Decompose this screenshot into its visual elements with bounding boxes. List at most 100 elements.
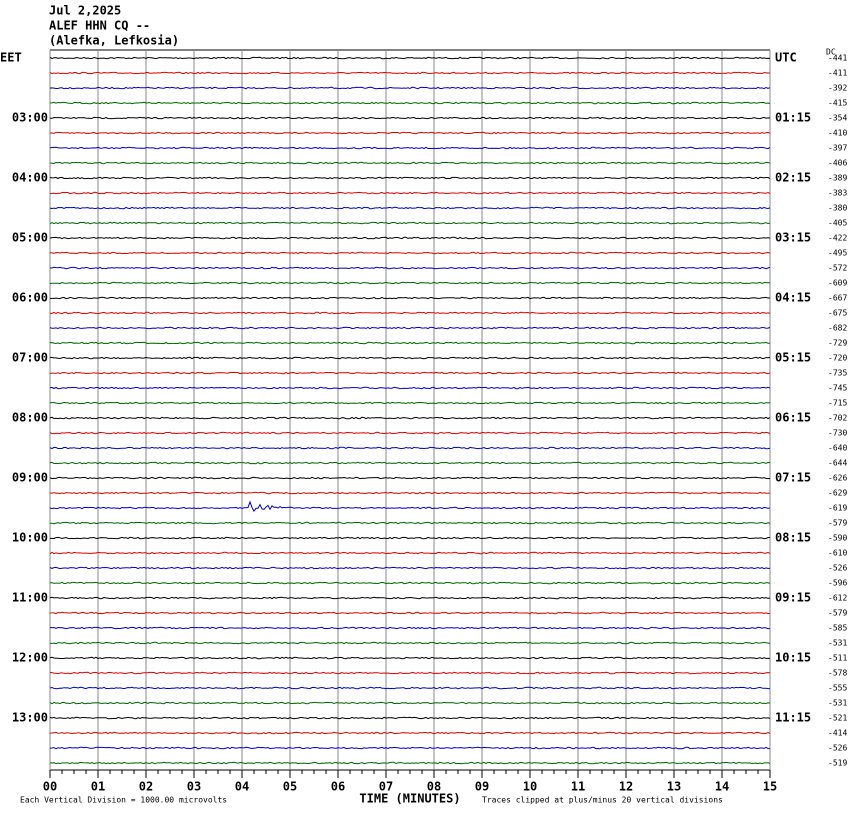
trace: [49, 146, 771, 150]
dc-value: -585: [828, 624, 847, 633]
dc-value: -383: [828, 189, 847, 198]
right-time-label: 11:15: [775, 711, 811, 725]
x-tick-label: 04: [235, 780, 249, 794]
dc-value: -380: [828, 204, 847, 213]
dc-value: -511: [828, 654, 847, 663]
right-time-label: UTC: [775, 51, 797, 65]
dc-value: -519: [828, 759, 847, 768]
trace: [49, 671, 771, 675]
trace: [49, 596, 771, 600]
x-tick-label: 05: [283, 780, 297, 794]
trace: [49, 251, 771, 255]
dc-value: -579: [828, 609, 847, 618]
x-tick-label: 09: [475, 780, 489, 794]
left-time-label: 11:00: [12, 591, 48, 605]
right-time-label: 08:15: [775, 531, 811, 545]
trace: [49, 176, 771, 180]
header-line: ALEF HHN CQ --: [49, 19, 150, 33]
dc-value: -626: [828, 474, 847, 483]
x-axis-title: TIME (MINUTES): [359, 792, 460, 806]
trace: [49, 551, 771, 555]
dc-value: -531: [828, 699, 847, 708]
x-tick-label: 00: [43, 780, 57, 794]
left-time-label: 03:00: [12, 111, 48, 125]
dc-value: -414: [828, 729, 847, 738]
x-tick-label: 13: [667, 780, 681, 794]
dc-value: -730: [828, 429, 847, 438]
trace: [49, 686, 770, 690]
trace: [49, 281, 770, 285]
dc-value: -526: [828, 564, 847, 573]
trace: [49, 500, 771, 513]
trace: [49, 476, 771, 480]
trace: [49, 731, 771, 735]
trace: [49, 446, 771, 450]
trace: [49, 56, 771, 60]
dc-value: -702: [828, 414, 847, 423]
left-time-label: EET: [0, 51, 22, 65]
dc-value: -392: [828, 84, 847, 93]
dc-value: -720: [828, 354, 847, 363]
right-time-label: 07:15: [775, 471, 811, 485]
left-time-label: 13:00: [12, 711, 48, 725]
dc-value: -526: [828, 744, 847, 753]
trace: [49, 431, 771, 435]
dc-value: -441: [828, 54, 847, 63]
footer-left: Each Vertical Division = 1000.00 microvo…: [20, 796, 227, 805]
dc-value: -619: [828, 504, 847, 513]
trace: [49, 641, 771, 645]
trace: [49, 371, 771, 375]
trace: [49, 341, 771, 345]
right-time-label: 10:15: [775, 651, 811, 665]
x-tick-label: 06: [331, 780, 345, 794]
dc-value: -735: [828, 369, 847, 378]
dc-value: -410: [828, 129, 847, 138]
trace: [49, 416, 771, 420]
trace: [49, 746, 771, 750]
right-time-label: 02:15: [775, 171, 811, 185]
trace: [50, 536, 771, 540]
dc-value: -406: [828, 159, 847, 168]
trace: [49, 71, 771, 75]
trace: [49, 296, 770, 300]
trace: [49, 86, 771, 90]
right-time-label: 03:15: [775, 231, 811, 245]
grid: [49, 49, 771, 778]
dc-value: -354: [828, 114, 847, 123]
dc-value: -579: [828, 519, 847, 528]
trace: [49, 566, 770, 570]
trace: [49, 266, 771, 270]
x-tick-label: 15: [763, 780, 777, 794]
trace: [49, 221, 771, 225]
x-tick-label: 08: [427, 780, 441, 794]
dc-value: -610: [828, 549, 847, 558]
dc-value: -531: [828, 639, 847, 648]
trace: [50, 116, 771, 120]
trace: [49, 161, 771, 165]
trace: [49, 626, 771, 630]
left-time-label: 06:00: [12, 291, 48, 305]
x-tick-label: 02: [139, 780, 153, 794]
trace: [50, 521, 771, 525]
left-time-label: 04:00: [12, 171, 48, 185]
dc-value: -389: [828, 174, 847, 183]
trace: [49, 491, 771, 495]
left-time-label: 09:00: [12, 471, 48, 485]
dc-value: -667: [828, 294, 847, 303]
trace: [49, 386, 771, 390]
right-time-label: 09:15: [775, 591, 811, 605]
trace: [49, 701, 771, 705]
left-time-label: 12:00: [12, 651, 48, 665]
dc-value: -715: [828, 399, 847, 408]
trace: [50, 131, 771, 135]
trace: [49, 236, 771, 240]
dc-value: -644: [828, 459, 847, 468]
x-tick-label: 14: [715, 780, 729, 794]
dc-value: -397: [828, 144, 847, 153]
trace: [49, 191, 771, 195]
trace: [49, 461, 771, 465]
trace: [49, 356, 771, 360]
dc-value: -555: [828, 684, 847, 693]
dc-value: -578: [828, 669, 847, 678]
